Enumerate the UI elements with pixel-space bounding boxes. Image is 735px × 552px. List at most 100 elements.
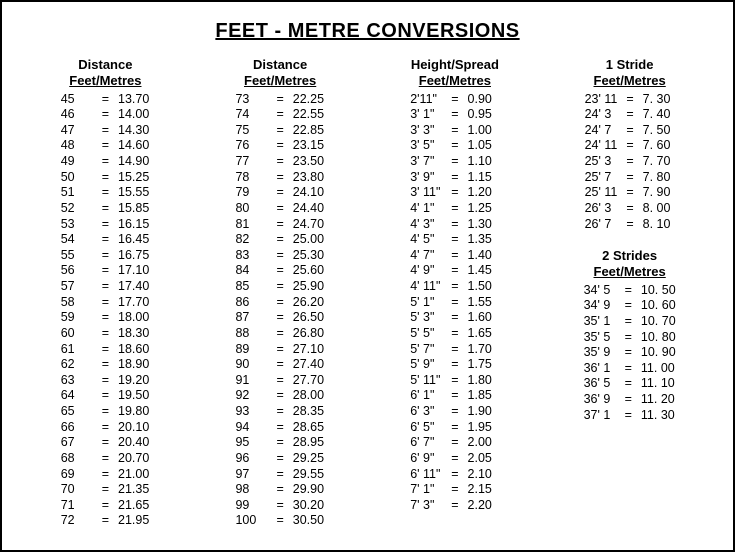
table-row: 4' 11"=1.50 — [407, 279, 502, 295]
col1-table: 45=13.7046=14.0047=14.3048=14.6049=14.90… — [58, 92, 153, 530]
table-row: 99=30.20 — [232, 498, 327, 514]
cell-left: 78 — [232, 170, 270, 186]
table-row: 6' 9"=2.05 — [407, 451, 502, 467]
table-row: 57=17.40 — [58, 279, 153, 295]
cell-right: 1.60 — [465, 310, 503, 326]
cell-left: 91 — [232, 373, 270, 389]
col2-header: Distance Feet/Metres — [207, 57, 354, 90]
table-row: 5' 7"=1.70 — [407, 342, 502, 358]
cell-eq: = — [96, 295, 115, 311]
cell-eq: = — [270, 217, 289, 233]
cell-eq: = — [620, 217, 639, 233]
cell-right: 29.25 — [290, 451, 328, 467]
table-row: 61=18.60 — [58, 342, 153, 358]
cell-left: 49 — [58, 154, 96, 170]
cell-right: 8. 10 — [640, 217, 678, 233]
cell-left: 36' 1 — [581, 361, 619, 377]
cell-eq: = — [270, 498, 289, 514]
cell-eq: = — [445, 201, 464, 217]
cell-eq: = — [270, 326, 289, 342]
cell-right: 8. 00 — [640, 201, 678, 217]
cell-eq: = — [270, 388, 289, 404]
cell-right: 2.20 — [465, 498, 503, 514]
cell-left: 87 — [232, 310, 270, 326]
cell-eq: = — [619, 314, 638, 330]
cell-right: 21.00 — [115, 467, 153, 483]
table-row: 55=16.75 — [58, 248, 153, 264]
cell-right: 1.40 — [465, 248, 503, 264]
table-row: 93=28.35 — [232, 404, 327, 420]
cell-left: 52 — [58, 201, 96, 217]
table-row: 83=25.30 — [232, 248, 327, 264]
table-row: 84=25.60 — [232, 263, 327, 279]
cell-left: 4' 11" — [407, 279, 445, 295]
cell-left: 25' 3 — [582, 154, 621, 170]
col3-table: 2'11"=0.903' 1"=0.953' 3"=1.003' 5"=1.05… — [407, 92, 502, 514]
cell-eq: = — [270, 154, 289, 170]
cell-eq: = — [619, 330, 638, 346]
col3-header-sub: Feet/Metres — [382, 73, 529, 89]
table-row: 81=24.70 — [232, 217, 327, 233]
cell-left: 3' 3" — [407, 123, 445, 139]
cell-left: 5' 5" — [407, 326, 445, 342]
cell-eq: = — [445, 310, 464, 326]
cell-right: 10. 60 — [638, 298, 679, 314]
cell-right: 28.95 — [290, 435, 328, 451]
cell-eq: = — [96, 435, 115, 451]
cell-left: 47 — [58, 123, 96, 139]
table-row: 24' 11=7. 60 — [582, 138, 678, 154]
cell-eq: = — [445, 451, 464, 467]
cell-left: 76 — [232, 138, 270, 154]
cell-eq: = — [96, 185, 115, 201]
cell-right: 17.70 — [115, 295, 153, 311]
cell-right: 16.15 — [115, 217, 153, 233]
table-row: 3' 1"=0.95 — [407, 107, 502, 123]
table-row: 54=16.45 — [58, 232, 153, 248]
cell-eq: = — [270, 279, 289, 295]
cell-right: 18.30 — [115, 326, 153, 342]
table-row: 100=30.50 — [232, 513, 327, 529]
cell-left: 92 — [232, 388, 270, 404]
cell-right: 29.55 — [290, 467, 328, 483]
distance-col-2: Distance Feet/Metres 73=22.2574=22.5575=… — [207, 57, 354, 529]
cell-eq: = — [445, 326, 464, 342]
cell-right: 1.00 — [465, 123, 503, 139]
col1-header: Distance Feet/Metres — [32, 57, 179, 90]
cell-left: 35' 5 — [581, 330, 619, 346]
cell-left: 82 — [232, 232, 270, 248]
cell-left: 97 — [232, 467, 270, 483]
table-row: 5' 1"=1.55 — [407, 295, 502, 311]
cell-eq: = — [270, 342, 289, 358]
cell-left: 69 — [58, 467, 96, 483]
cell-eq: = — [619, 345, 638, 361]
cell-right: 1.85 — [465, 388, 503, 404]
strides-spacer — [556, 232, 703, 248]
table-row: 36' 9=11. 20 — [581, 392, 679, 408]
cell-eq: = — [445, 154, 464, 170]
cell-left: 62 — [58, 357, 96, 373]
cell-left: 5' 1" — [407, 295, 445, 311]
cell-eq: = — [270, 263, 289, 279]
stride1-header-sub: Feet/Metres — [556, 73, 703, 89]
cell-eq: = — [445, 217, 464, 233]
cell-right: 19.20 — [115, 373, 153, 389]
cell-right: 19.80 — [115, 404, 153, 420]
cell-eq: = — [445, 279, 464, 295]
cell-right: 14.90 — [115, 154, 153, 170]
table-row: 71=21.65 — [58, 498, 153, 514]
distance-col-1: Distance Feet/Metres 45=13.7046=14.0047=… — [32, 57, 179, 529]
cell-left: 25' 7 — [582, 170, 621, 186]
cell-right: 26.80 — [290, 326, 328, 342]
cell-eq: = — [445, 232, 464, 248]
table-row: 4' 3"=1.30 — [407, 217, 502, 233]
cell-eq: = — [270, 357, 289, 373]
table-row: 63=19.20 — [58, 373, 153, 389]
cell-right: 1.70 — [465, 342, 503, 358]
cell-eq: = — [270, 482, 289, 498]
cell-right: 2.00 — [465, 435, 503, 451]
cell-left: 75 — [232, 123, 270, 139]
table-row: 34' 9=10. 60 — [581, 298, 679, 314]
cell-left: 57 — [58, 279, 96, 295]
table-row: 65=19.80 — [58, 404, 153, 420]
cell-right: 20.10 — [115, 420, 153, 436]
